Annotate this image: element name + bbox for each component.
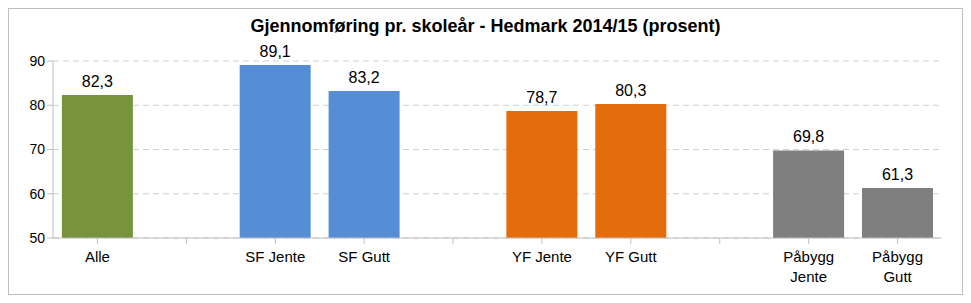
svg-text:80,3: 80,3 (615, 82, 646, 99)
svg-text:80: 80 (29, 97, 45, 113)
html-text:Gjennomføring pr. skoleår - He: Gjennomføring pr. skoleår - Hedmark 2014… (250, 16, 721, 36)
svg-text:PåbyggJente: PåbyggJente (783, 248, 834, 285)
svg-text:YF Jente: YF Jente (512, 248, 572, 265)
svg-text:90: 90 (29, 53, 45, 69)
svg-text:PåbyggGutt: PåbyggGutt (872, 248, 923, 285)
svg-text:50: 50 (29, 230, 45, 246)
svg-text:83,2: 83,2 (349, 69, 380, 86)
svg-text:60: 60 (29, 186, 45, 202)
svg-text:SF Gutt: SF Gutt (338, 248, 391, 265)
svg-text:89,1: 89,1 (260, 43, 291, 60)
svg-text:61,3: 61,3 (882, 166, 913, 183)
svg-text:69,8: 69,8 (793, 128, 824, 145)
svg-text:YF Gutt: YF Gutt (605, 248, 658, 265)
svg-text:78,7: 78,7 (526, 89, 557, 106)
svg-text:82,3: 82,3 (82, 73, 113, 90)
svg-text:70: 70 (29, 141, 45, 157)
svg-text:SF Jente: SF Jente (245, 248, 305, 265)
svg-text:Alle: Alle (85, 248, 110, 265)
